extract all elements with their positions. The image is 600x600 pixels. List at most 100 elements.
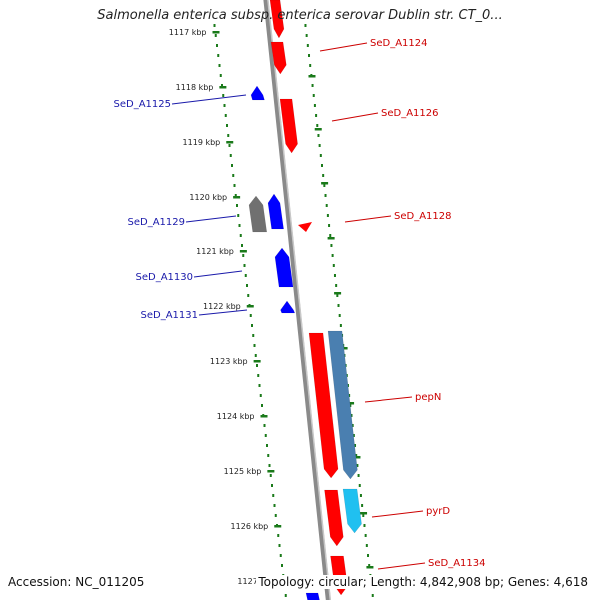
outer-track-dot <box>328 224 331 227</box>
outer-track-dot <box>365 544 368 547</box>
outer-track-dot <box>333 274 336 277</box>
outer-tick-mark <box>340 347 348 350</box>
outer-track-dot <box>312 94 315 97</box>
gene-label: SeD_A1130 <box>136 272 194 283</box>
outer-track-dot <box>351 424 354 427</box>
outer-track-dot <box>318 144 321 147</box>
inner-track-dot <box>264 434 267 437</box>
feature-arrow-forward <box>279 98 298 154</box>
outer-track-dot <box>306 44 309 47</box>
inner-track-dot <box>284 594 287 597</box>
outer-track-dot <box>358 484 361 487</box>
outer-track-dot <box>367 554 370 557</box>
tick-label: 1118 kbp <box>176 83 214 92</box>
tick-label: 1117 kbp <box>169 28 207 37</box>
inner-track-dot <box>214 34 217 37</box>
inner-track-dot <box>228 144 231 147</box>
inner-track-dot <box>274 514 277 517</box>
outer-track-dot <box>330 244 333 247</box>
outer-tick-mark <box>308 75 316 78</box>
outer-track-dot <box>357 474 360 477</box>
inner-track-dot <box>247 294 250 297</box>
inner-track-dot <box>216 44 218 47</box>
leader-line <box>185 215 237 223</box>
outer-track-dot <box>309 64 312 67</box>
outer-track-dot <box>324 194 327 197</box>
outer-track-dot <box>336 294 339 297</box>
inner-track-dot <box>221 84 223 87</box>
inner-track-dot <box>237 214 240 217</box>
outer-track-dot <box>368 564 371 567</box>
gene-label: SeD_A1131 <box>141 310 199 321</box>
inner-track-dot <box>259 394 262 397</box>
gene-label: SeD_A1128 <box>394 211 452 222</box>
feature-arrow-forward <box>308 332 339 479</box>
inner-track-dot <box>261 404 263 407</box>
leader-line <box>193 270 243 278</box>
inner-track-dot <box>236 204 238 207</box>
inner-track-dot <box>222 94 225 97</box>
leader-line <box>377 562 426 570</box>
feature-arrow-reverse <box>274 247 294 288</box>
gene-label: pepN <box>415 392 441 403</box>
outer-tick-mark <box>327 237 335 240</box>
outer-tick-mark <box>360 512 368 515</box>
outer-tick-mark <box>366 566 374 569</box>
inner-track-dot <box>252 334 255 337</box>
inner-track-dot <box>268 464 271 467</box>
inner-track-dot <box>254 354 257 357</box>
inner-tick-mark <box>274 525 282 528</box>
outer-track-dot <box>354 444 357 447</box>
outer-tick-mark <box>321 182 329 185</box>
inner-track-dot <box>232 174 235 177</box>
inner-track-dot <box>238 224 241 227</box>
inner-track-dot <box>231 164 233 167</box>
tick-label: 1125 kbp <box>224 467 262 476</box>
inner-track-dot <box>223 104 226 107</box>
outer-track-dot <box>339 324 342 327</box>
inner-track-dot <box>257 374 260 377</box>
map-title: Salmonella enterica subsp. enterica sero… <box>97 8 503 23</box>
inner-track-dot <box>281 564 283 567</box>
outer-track-dot <box>305 34 308 37</box>
outer-track-dot <box>331 254 334 257</box>
feature-arrow-forward <box>298 222 312 232</box>
gene-label: SeD_A1134 <box>428 558 486 569</box>
inner-track-dot <box>266 444 268 447</box>
outer-tick-mark <box>353 456 361 459</box>
feature-arrow-reverse <box>280 300 296 314</box>
outer-track-dot <box>311 84 314 87</box>
inner-track-dot <box>256 364 258 367</box>
inner-track-dot <box>241 244 243 247</box>
inner-tick-mark <box>246 305 254 308</box>
outer-track-dot <box>332 264 335 267</box>
outer-track-dot <box>304 24 307 27</box>
outer-track-dot <box>363 524 366 527</box>
outer-tick-mark <box>314 128 322 131</box>
outer-track-dot <box>322 174 325 177</box>
outer-track-dot <box>335 284 338 287</box>
outer-track-dot <box>337 304 340 307</box>
tick-label: 1124 kbp <box>217 412 255 421</box>
inner-track-dot <box>272 494 275 497</box>
genome-summary: Topology: circular; Length: 4,842,908 bp… <box>256 575 590 589</box>
gene-label: SeD_A1125 <box>114 99 172 110</box>
outer-track-dot <box>320 164 323 167</box>
inner-track-dot <box>229 154 232 157</box>
gene-label: pyrD <box>426 506 450 517</box>
outer-tick-mark <box>347 402 355 405</box>
outer-track-dot <box>352 434 355 437</box>
leader-line <box>364 396 413 403</box>
inner-track-dot <box>234 194 237 197</box>
inner-track-dot <box>267 454 270 457</box>
outer-track-dot <box>349 404 352 407</box>
inner-track-dot <box>258 384 261 387</box>
inner-tick-mark <box>219 86 227 89</box>
outer-track-dot <box>371 594 374 597</box>
gene-label: SeD_A1124 <box>370 38 428 49</box>
outer-track-dot <box>317 134 320 137</box>
outer-track-dot <box>319 154 322 157</box>
inner-track-dot <box>242 254 245 257</box>
inner-track-dot <box>217 54 220 57</box>
